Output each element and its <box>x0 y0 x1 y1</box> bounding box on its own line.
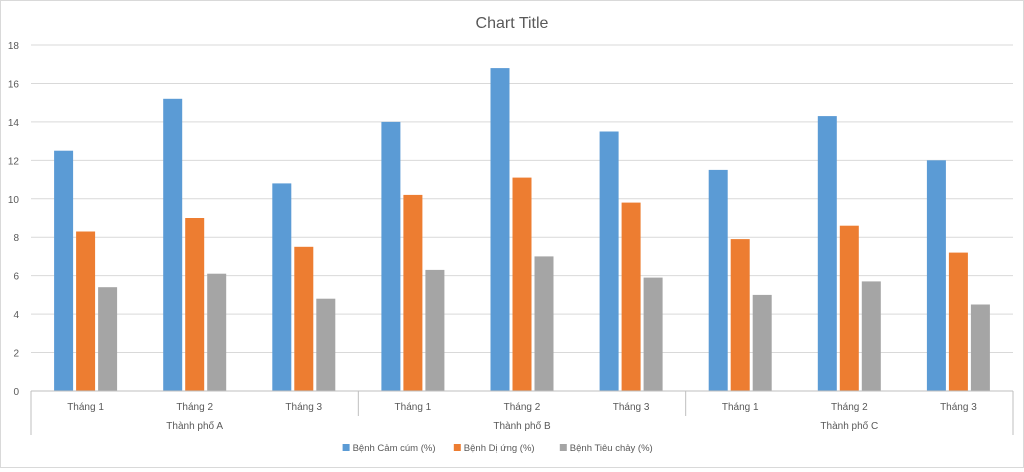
bar <box>294 246 314 391</box>
x-tick-label: Tháng 3 <box>613 402 650 413</box>
bar <box>621 202 641 391</box>
bar <box>970 304 990 391</box>
bar <box>926 160 946 391</box>
x-tick-label: Tháng 1 <box>67 402 104 413</box>
y-tick-label: 12 <box>8 156 20 167</box>
bar <box>185 218 205 391</box>
bar <box>98 287 118 391</box>
bar <box>708 169 728 391</box>
legend-label: Bệnh Cảm cúm (%) <box>353 443 436 454</box>
group-label: Thành phố C <box>820 420 878 432</box>
legend-label: Bệnh Dị ứng (%) <box>464 443 535 454</box>
chart-title: Chart Title <box>476 15 549 32</box>
bar <box>163 98 183 392</box>
y-tick-label: 10 <box>8 195 20 206</box>
bar <box>861 281 881 391</box>
bar <box>316 298 336 391</box>
x-tick-label: Tháng 2 <box>831 402 868 413</box>
bar <box>381 121 401 392</box>
bar <box>425 269 445 391</box>
bar <box>76 231 96 391</box>
bar <box>839 225 859 391</box>
x-tick-label: Tháng 2 <box>176 402 213 413</box>
bar <box>54 150 74 391</box>
x-tick-label: Tháng 3 <box>940 402 977 413</box>
y-tick-label: 14 <box>8 118 20 129</box>
y-tick-label: 4 <box>13 310 19 321</box>
legend-label: Bệnh Tiêu chảy (%) <box>570 443 653 454</box>
bar <box>207 273 227 391</box>
x-tick-label: Tháng 2 <box>504 402 541 413</box>
bar <box>752 294 772 391</box>
y-tick-label: 18 <box>8 41 20 52</box>
bar <box>534 256 554 391</box>
legend-swatch <box>342 444 350 451</box>
bar <box>272 183 292 391</box>
bar <box>948 252 968 391</box>
group-label: Thành phố A <box>166 420 223 432</box>
bar <box>643 277 663 391</box>
y-tick-label: 6 <box>13 272 19 283</box>
legend-swatch <box>559 444 567 451</box>
bar <box>512 177 532 391</box>
y-tick-label: 16 <box>8 79 20 90</box>
bar <box>490 68 510 391</box>
y-tick-label: 8 <box>13 233 19 244</box>
x-tick-label: Tháng 1 <box>722 402 759 413</box>
y-tick-label: 0 <box>13 387 19 398</box>
bar <box>599 131 619 391</box>
bar <box>730 239 750 391</box>
x-tick-label: Tháng 1 <box>395 402 432 413</box>
group-label: Thành phố B <box>493 420 551 432</box>
legend-swatch <box>453 444 461 451</box>
bar <box>403 194 423 391</box>
x-tick-label: Tháng 3 <box>285 402 322 413</box>
bar <box>817 116 837 391</box>
y-tick-label: 2 <box>13 349 19 360</box>
